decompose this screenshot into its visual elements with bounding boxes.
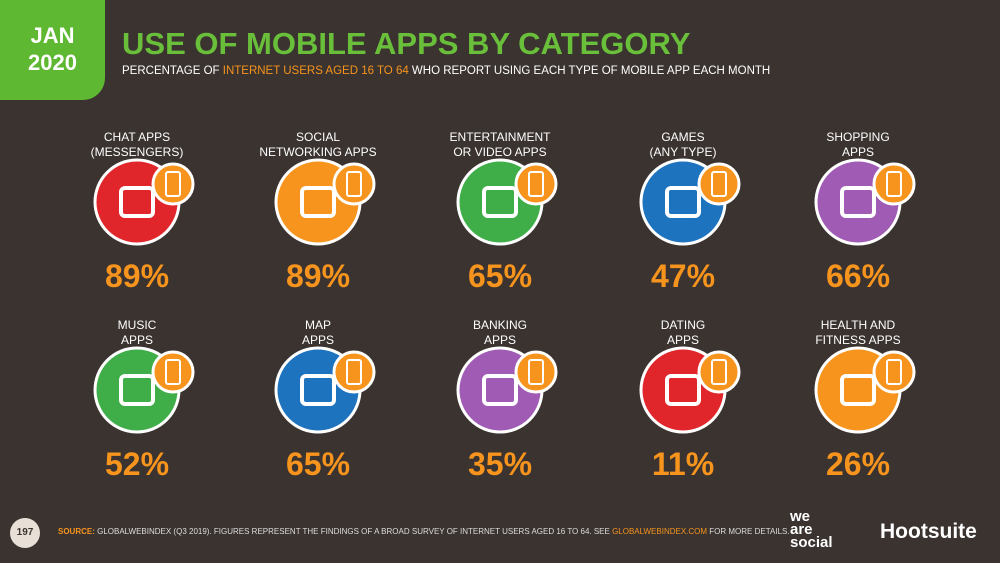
label-line: MUSIC bbox=[117, 318, 157, 332]
phone-icon bbox=[528, 359, 544, 385]
item-value: 26% bbox=[825, 446, 891, 482]
label-line: APPS bbox=[301, 333, 334, 347]
logo-word: are bbox=[790, 521, 813, 538]
item-value: 47% bbox=[650, 258, 716, 294]
item-label: CHAT APPS (MESSENGERS) bbox=[57, 130, 217, 160]
label-line: MAP bbox=[304, 318, 331, 332]
category-icon bbox=[665, 374, 701, 406]
label-line: APPS bbox=[120, 333, 153, 347]
phone-badge bbox=[872, 350, 916, 394]
phone-badge bbox=[697, 162, 741, 206]
phone-icon bbox=[886, 171, 902, 197]
item-value: 89% bbox=[104, 258, 170, 294]
label-line: APPS bbox=[841, 145, 874, 159]
item-value: 11% bbox=[651, 446, 715, 482]
label-line: FITNESS APPS bbox=[815, 333, 901, 347]
hootsuite-logo: Hootsuite bbox=[880, 520, 977, 543]
item-label: MUSIC APPS bbox=[57, 318, 217, 348]
item-value: 35% bbox=[467, 446, 533, 482]
label-line: BANKING bbox=[472, 318, 527, 332]
label-line: GAMES bbox=[661, 130, 705, 144]
category-icon bbox=[119, 186, 155, 218]
subtitle-highlight: INTERNET USERS AGED 16 TO 64 bbox=[222, 65, 409, 77]
item-label: SOCIAL NETWORKING APPS bbox=[238, 130, 398, 160]
category-icon bbox=[840, 186, 876, 218]
date-badge: JAN 2020 bbox=[0, 0, 105, 100]
label-line: APPS bbox=[666, 333, 699, 347]
category-icon bbox=[482, 186, 518, 218]
label-line: HEALTH AND bbox=[820, 318, 896, 332]
badge-year: 2020 bbox=[28, 50, 77, 75]
phone-icon bbox=[886, 359, 902, 385]
category-icon bbox=[119, 374, 155, 406]
phone-icon bbox=[528, 171, 544, 197]
phone-badge bbox=[332, 162, 376, 206]
phone-badge bbox=[332, 350, 376, 394]
label-line: (ANY TYPE) bbox=[649, 145, 717, 159]
source-text: GLOBALWEBINDEX (Q3 2019). FIGURES REPRES… bbox=[94, 527, 613, 536]
page-number: 197 bbox=[10, 518, 40, 548]
item-label: ENTERTAINMENT OR VIDEO APPS bbox=[420, 130, 580, 160]
item-value: 66% bbox=[825, 258, 891, 294]
category-icon bbox=[665, 186, 701, 218]
title: USE OF MOBILE APPS BY CATEGORY bbox=[122, 26, 691, 61]
phone-icon bbox=[346, 171, 362, 197]
item-label: GAMES (ANY TYPE) bbox=[603, 130, 763, 160]
phone-badge bbox=[514, 162, 558, 206]
item-value: 65% bbox=[467, 258, 533, 294]
source: SOURCE: GLOBALWEBINDEX (Q3 2019). FIGURE… bbox=[58, 527, 790, 536]
logo-word: we bbox=[790, 508, 811, 525]
category-icon bbox=[300, 186, 336, 218]
category-icon bbox=[840, 374, 876, 406]
label-line: DATING bbox=[660, 318, 706, 332]
item-label: BANKING APPS bbox=[420, 318, 580, 348]
item-label: SHOPPING APPS bbox=[778, 130, 938, 160]
phone-badge bbox=[151, 162, 195, 206]
phone-icon bbox=[711, 359, 727, 385]
source-label: SOURCE: bbox=[58, 527, 95, 536]
label-line: APPS bbox=[483, 333, 516, 347]
phone-icon bbox=[346, 359, 362, 385]
phone-badge bbox=[514, 350, 558, 394]
subtitle: PERCENTAGE OF INTERNET USERS AGED 16 TO … bbox=[122, 65, 770, 77]
item-label: HEALTH AND FITNESS APPS bbox=[778, 318, 938, 348]
label-line: CHAT APPS bbox=[103, 130, 171, 144]
category-icon bbox=[300, 374, 336, 406]
phone-icon bbox=[165, 171, 181, 197]
phone-badge bbox=[697, 350, 741, 394]
phone-icon bbox=[711, 171, 727, 197]
item-label: DATING APPS bbox=[603, 318, 763, 348]
label-line: SOCIAL bbox=[295, 130, 340, 144]
item-value: 89% bbox=[285, 258, 351, 294]
subtitle-text: WHO REPORT USING EACH TYPE OF MOBILE APP… bbox=[408, 65, 771, 77]
logo-word: social bbox=[790, 534, 833, 551]
phone-badge bbox=[151, 350, 195, 394]
source-link: GLOBALWEBINDEX.COM bbox=[612, 527, 708, 536]
source-text: FOR MORE DETAILS. bbox=[707, 527, 790, 536]
we-are-social-logo: we are social bbox=[790, 508, 833, 551]
phone-icon bbox=[165, 359, 181, 385]
phone-badge bbox=[872, 162, 916, 206]
item-value: 65% bbox=[285, 446, 351, 482]
subtitle-text: PERCENTAGE OF bbox=[122, 65, 223, 77]
item-value: 52% bbox=[104, 446, 170, 482]
category-icon bbox=[482, 374, 518, 406]
label-line: SHOPPING bbox=[826, 130, 890, 144]
label-line: (MESSENGERS) bbox=[90, 145, 184, 159]
label-line: NETWORKING APPS bbox=[259, 145, 377, 159]
label-line: OR VIDEO APPS bbox=[453, 145, 547, 159]
label-line: ENTERTAINMENT bbox=[449, 130, 551, 144]
badge-month: JAN bbox=[30, 23, 75, 48]
item-label: MAP APPS bbox=[238, 318, 398, 348]
